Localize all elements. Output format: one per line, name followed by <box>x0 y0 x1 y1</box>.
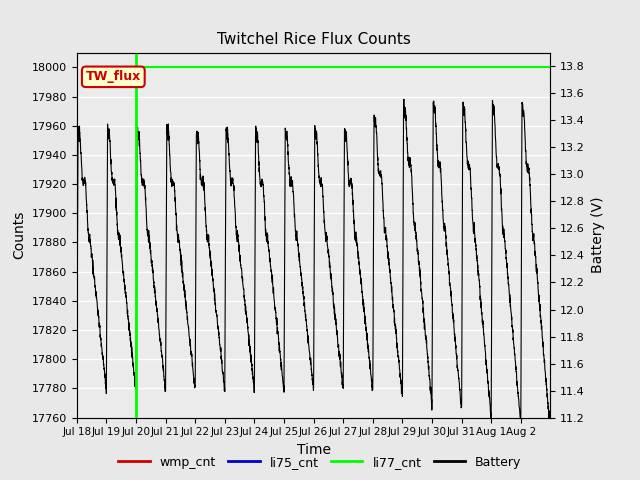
Title: Twitchel Rice Flux Counts: Twitchel Rice Flux Counts <box>217 33 410 48</box>
Y-axis label: Battery (V): Battery (V) <box>591 197 605 274</box>
Text: TW_flux: TW_flux <box>86 70 141 84</box>
Y-axis label: Counts: Counts <box>12 211 26 259</box>
X-axis label: Time: Time <box>296 443 331 457</box>
Legend: wmp_cnt, li75_cnt, li77_cnt, Battery: wmp_cnt, li75_cnt, li77_cnt, Battery <box>113 451 527 474</box>
